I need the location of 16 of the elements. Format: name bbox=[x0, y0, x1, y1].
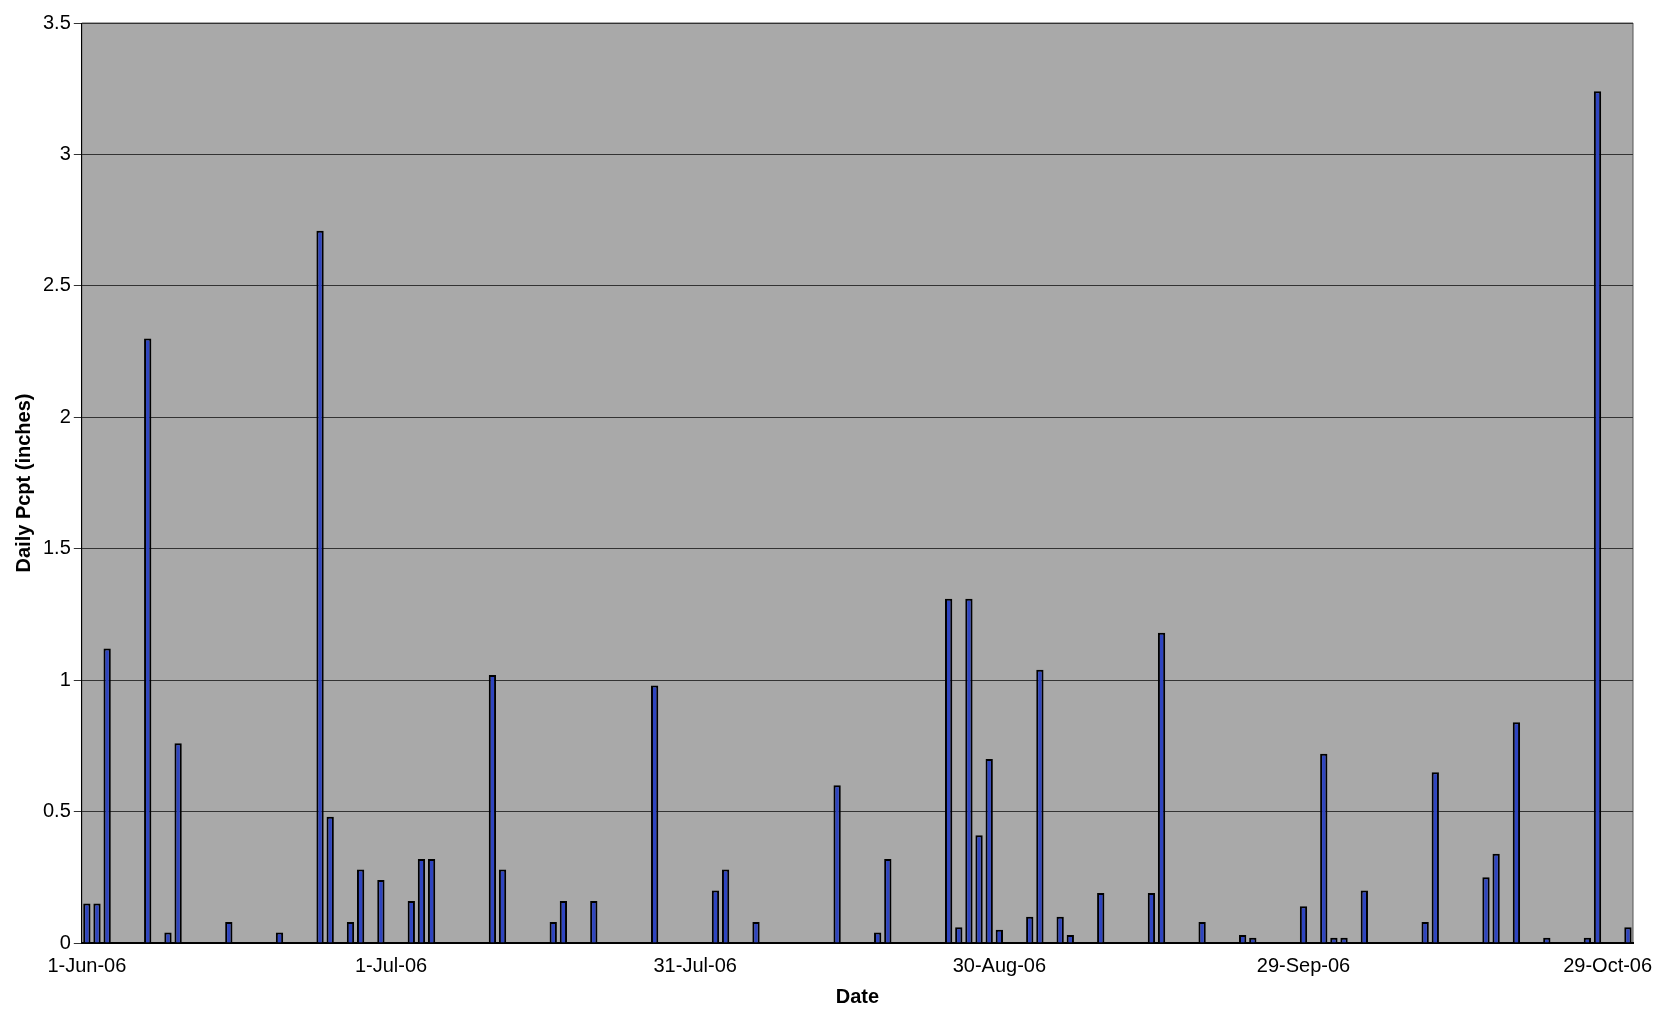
y-tick-label: 1.5 bbox=[42, 536, 71, 559]
x-tick-label: 31-Jul-06 bbox=[653, 953, 737, 976]
x-tick-label: 1-Jun-06 bbox=[47, 953, 127, 976]
y-tick-label: 0 bbox=[59, 930, 71, 953]
y-tick-label: 3 bbox=[59, 141, 71, 164]
x-axis-title: Date bbox=[835, 984, 880, 1007]
y-tick-label: 2 bbox=[59, 404, 71, 427]
x-tick-label: 30-Aug-06 bbox=[952, 953, 1047, 976]
y-axis-title: Daily Pcpt (inches) bbox=[11, 393, 34, 573]
x-tick-label: 1-Jul-06 bbox=[354, 953, 428, 976]
y-tick-label: 3.5 bbox=[42, 10, 71, 33]
x-tick-label: 29-Oct-06 bbox=[1563, 953, 1653, 976]
y-tick-label: 1 bbox=[59, 667, 71, 690]
y-tick-label: 2.5 bbox=[42, 273, 71, 296]
x-tick-label: 29-Sep-06 bbox=[1256, 953, 1351, 976]
y-tick-label: 0.5 bbox=[42, 799, 71, 822]
